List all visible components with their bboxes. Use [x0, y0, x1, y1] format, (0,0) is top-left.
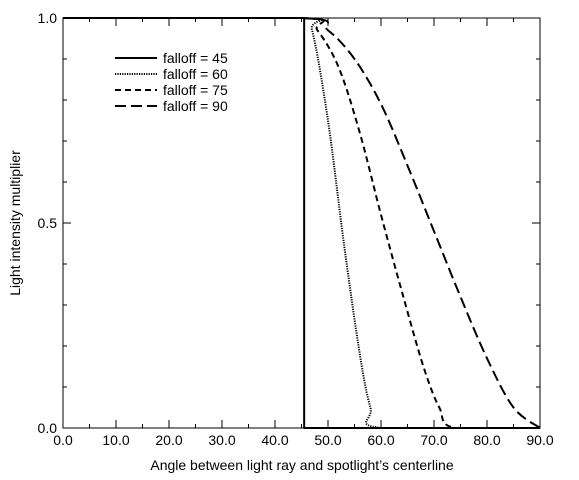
series-line-falloff-45 [63, 17, 540, 429]
x-tick-label: 70.0 [420, 432, 447, 448]
x-tick-label: 20.0 [155, 432, 182, 448]
axis-ticks [62, 17, 541, 429]
plot-frame [62, 17, 541, 429]
x-tick-label: 40.0 [261, 432, 288, 448]
x-tick-label: 10.0 [102, 432, 129, 448]
y-tick-label: 1.0 [38, 10, 58, 26]
y-axis-title: Light intensity multiplier [7, 150, 23, 296]
y-tick-label: 0.0 [38, 420, 58, 436]
x-axis-title: Angle between light ray and spotlight’s … [150, 457, 453, 473]
legend-label-falloff-75: falloff = 75 [163, 82, 228, 98]
axis-tick-labels: 0.0 10.0 20.0 30.0 40.0 50.0 60.0 70.0 80.0 90.0 0… [38, 10, 554, 448]
x-tick-label: 80.0 [473, 432, 500, 448]
legend-label-falloff-45: falloff = 45 [163, 50, 228, 66]
series-line-falloff-90 [63, 17, 541, 429]
x-tick-label: 90.0 [526, 432, 553, 448]
legend-label-falloff-60: falloff = 60 [163, 66, 228, 82]
legend-label-falloff-90: falloff = 90 [163, 98, 228, 114]
series-line-falloff-60 [63, 17, 540, 430]
plot-area-border [62, 17, 541, 429]
series-line-falloff-75 [63, 17, 540, 430]
x-tick-label: 50.0 [314, 432, 341, 448]
x-tick-label: 0.0 [53, 432, 73, 448]
series-lines [63, 17, 541, 430]
x-tick-label: 60.0 [367, 432, 394, 448]
x-tick-label: 30.0 [208, 432, 235, 448]
y-tick-label: 0.5 [38, 215, 58, 231]
